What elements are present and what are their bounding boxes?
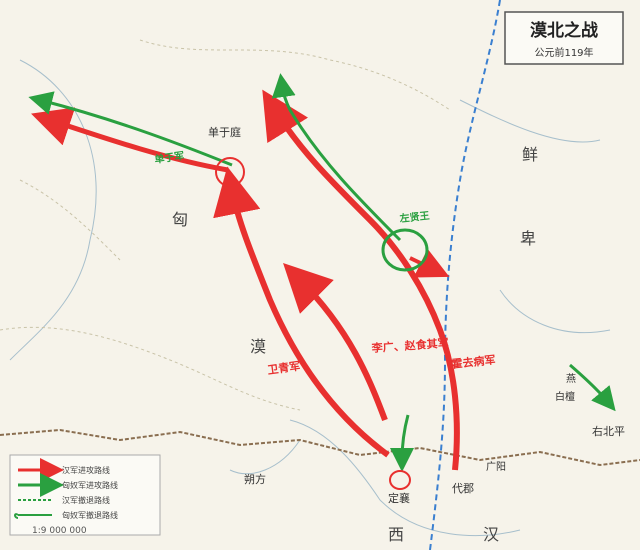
label-li-guang: 李广、赵食其军: [370, 336, 449, 355]
legend-item-xiongnu-retreat: 匈奴军撤退路线: [14, 510, 118, 520]
label-xian: 鲜: [522, 145, 538, 164]
river-east: [459, 99, 601, 143]
great-wall: [0, 428, 640, 467]
title-box: 漠北之战 公元前119年: [504, 11, 624, 65]
legend-swatch-green-curve: [14, 513, 52, 519]
title-frame: [504, 11, 624, 65]
label-xiong: 匈: [172, 210, 188, 229]
map-scale: 1:9 000 000: [32, 526, 87, 536]
route-li-guang: [283, 263, 388, 422]
label-han: 汉: [483, 525, 499, 544]
han-routes: [31, 89, 460, 471]
label-bei: 卑: [520, 229, 536, 248]
label-guangyang: 广阳: [486, 461, 506, 473]
label-baidan: 白檀: [555, 390, 575, 403]
legend: 汉军进攻路线 匈奴军进攻路线 汉军撤退路线 匈奴军撤退路线 1:9 000 00…: [9, 454, 161, 536]
map-subtitle: 公元前119年: [534, 46, 593, 59]
route-zuoxianwang-retreat: [271, 73, 402, 242]
label-wei-qing: 卫青军: [266, 359, 301, 377]
route-wei-qing-pursuit: [31, 107, 229, 173]
legend-item-han-attack: 汉军进攻路线: [18, 458, 110, 482]
route-xiongnu-south: [390, 414, 415, 472]
route-xiongnu-east: [569, 363, 616, 412]
legend-label: 汉军撤退路线: [62, 495, 110, 505]
terrain: [0, 39, 451, 411]
route-chanyu-retreat: [28, 91, 233, 167]
label-mo: 漠: [250, 337, 266, 356]
route-huo-qubing: [262, 89, 460, 471]
label-xi: 西: [388, 525, 404, 544]
label-zuoxianwang: 左贤王: [398, 209, 430, 225]
battle-sites: [215, 157, 429, 490]
terrain-line-2: [139, 39, 451, 111]
label-chanyu-court: 单于庭: [208, 125, 241, 139]
terrain-line-3: [19, 179, 121, 261]
label-daijun: 代郡: [452, 482, 474, 495]
terrain-line-1: [0, 326, 301, 411]
place-labels: 单于庭 匈 鲜 卑 漠 西 汉 朔方 定襄 代郡 广阳 白檀 右北平 燕: [172, 125, 625, 544]
river-branch: [229, 439, 301, 475]
label-shuofang: 朔方: [244, 472, 266, 486]
label-yan: 燕: [566, 373, 576, 385]
label-huo-qubing: 霍去病军: [451, 352, 496, 371]
legend-item-han-retreat: 汉军撤退路线: [18, 495, 110, 505]
label-chanyu-army: 单于军: [154, 149, 186, 166]
label-dingxiang: 定襄: [388, 491, 410, 505]
legend-frame: [9, 454, 161, 536]
map-title: 漠北之战: [530, 20, 598, 41]
legend-label: 汉军进攻路线: [62, 465, 110, 475]
zuoxianwang-battle-circle: [381, 228, 429, 272]
legend-item-xiongnu-attack: 匈奴军进攻路线: [18, 473, 118, 497]
legend-label: 匈奴军撤退路线: [62, 510, 118, 520]
label-youbeiping: 右北平: [592, 424, 625, 438]
route-wei-qing: [213, 166, 390, 458]
dingxiang-circle: [389, 470, 411, 490]
route-labels: 卫青军 李广、赵食其军 霍去病军 单于军 左贤王: [154, 149, 496, 377]
river-liao: [499, 289, 611, 334]
xiongnu-routes: [28, 73, 616, 472]
chanyu-battle-circle: [215, 157, 245, 187]
river-yellow: [289, 419, 521, 537]
legend-label: 匈奴军进攻路线: [62, 480, 118, 490]
